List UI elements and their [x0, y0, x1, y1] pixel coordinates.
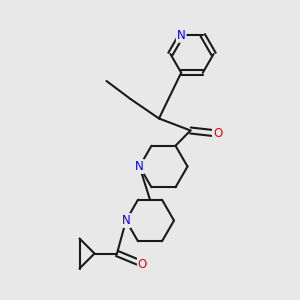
Text: N: N	[122, 214, 130, 227]
Text: N: N	[177, 29, 186, 42]
Text: O: O	[138, 257, 147, 271]
Text: N: N	[135, 160, 144, 173]
Text: O: O	[213, 127, 222, 140]
